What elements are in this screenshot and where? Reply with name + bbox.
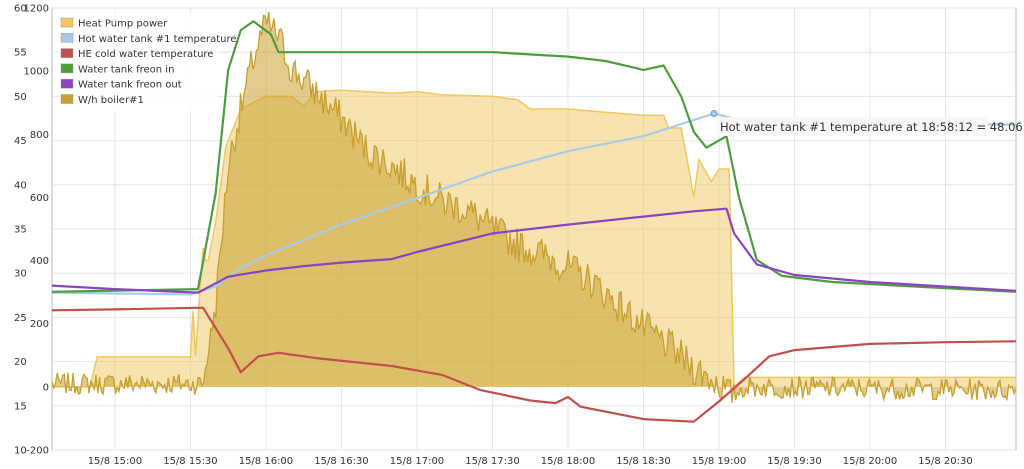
left-tick-label: 35 <box>14 225 27 236</box>
x-tick-label: 15/8 18:30 <box>616 456 670 467</box>
legend-item[interactable]: HE cold water temperature <box>60 48 213 61</box>
hover-tooltip: Hot water tank #1 temperature at 18:58:1… <box>710 110 1023 136</box>
legend-label: W/h boiler#1 <box>78 95 144 106</box>
right-tick-label: 800 <box>30 130 49 141</box>
series-line-water-tank-freon-out <box>51 207 1017 294</box>
right-tick-label: 1200 <box>24 4 49 15</box>
tooltip-text: Hot water tank #1 temperature at 18:58:1… <box>720 120 1023 134</box>
legend: Heat Pump power Hot water tank #1 tempera… <box>58 13 237 111</box>
legend-box <box>58 13 218 111</box>
legend-item[interactable]: Water tank freon out <box>60 78 182 91</box>
left-tick-label: 15 <box>14 401 27 412</box>
x-tick-label: 15/8 15:30 <box>163 456 217 467</box>
legend-swatch <box>60 94 74 104</box>
left-tick-label: 45 <box>14 136 27 147</box>
left-tick-label: 40 <box>14 180 27 191</box>
legend-label: Hot water tank #1 temperature <box>78 34 237 45</box>
legend-item[interactable]: Heat Pump power <box>60 17 168 30</box>
left-tick-label: 10 <box>14 446 27 457</box>
right-tick-label: 1000 <box>24 67 49 78</box>
x-tick-label: 15/8 18:00 <box>541 456 595 467</box>
left-tick-label: 50 <box>14 92 27 103</box>
legend-label: Heat Pump power <box>78 19 168 30</box>
x-tick-label: 15/8 16:30 <box>314 456 368 467</box>
series-line-w-h-boiler-1 <box>51 12 1017 403</box>
series-area-w-h-boiler-1 <box>52 12 1016 403</box>
legend-label: HE cold water temperature <box>78 49 213 60</box>
left-tick-label: 30 <box>14 269 27 280</box>
right-tick-label: -200 <box>26 446 49 457</box>
legend-swatch <box>60 78 74 89</box>
x-tick-label: 15/8 15:00 <box>88 456 142 467</box>
right-tick-label: 600 <box>30 193 49 204</box>
series-line-he-cold-water-temperature <box>51 306 1017 423</box>
legend-swatch <box>60 63 74 74</box>
legend-swatch <box>60 17 74 28</box>
legend-item[interactable]: W/h boiler#1 <box>60 94 144 107</box>
x-tick-label: 15/8 19:00 <box>692 456 746 467</box>
left-tick-label: 60 <box>14 4 27 15</box>
right-tick-label: 200 <box>30 319 49 330</box>
left-tick-label: 55 <box>14 48 27 59</box>
legend-label: Water tank freon out <box>78 80 182 91</box>
legend-swatch <box>60 48 74 58</box>
legend-item[interactable]: Water tank freon in <box>60 63 174 76</box>
x-tick-label: 15/8 16:00 <box>239 456 293 467</box>
legend-swatch <box>60 33 74 43</box>
tooltip-marker <box>710 110 718 118</box>
x-axis-ticks: 15/8 15:00 15/8 15:30 15/8 16:00 15/8 16:30… <box>88 456 973 467</box>
legend-item[interactable]: Hot water tank #1 temperature <box>60 33 237 45</box>
series-line-water-tank-freon-in <box>51 20 1017 293</box>
tooltip-box <box>716 117 988 136</box>
legend-label: Water tank freon in <box>78 64 174 75</box>
x-tick-label: 15/8 19:30 <box>767 456 821 467</box>
left-tick-label: 25 <box>14 313 27 324</box>
left-tick-label: 20 <box>14 357 27 368</box>
left-axis-ticks: 60 55 50 45 40 35 30 25 20 15 10 <box>14 4 27 457</box>
x-tick-label: 15/8 17:00 <box>390 456 444 467</box>
x-tick-label: 15/8 20:00 <box>843 456 897 467</box>
right-tick-label: 400 <box>30 256 49 267</box>
x-tick-label: 15/8 17:30 <box>465 456 519 467</box>
right-axis-ticks: 1200 1000 800 600 400 200 0 -200 <box>24 4 49 457</box>
x-tick-label: 15/8 20:30 <box>918 456 972 467</box>
right-tick-label: 0 <box>43 382 49 393</box>
